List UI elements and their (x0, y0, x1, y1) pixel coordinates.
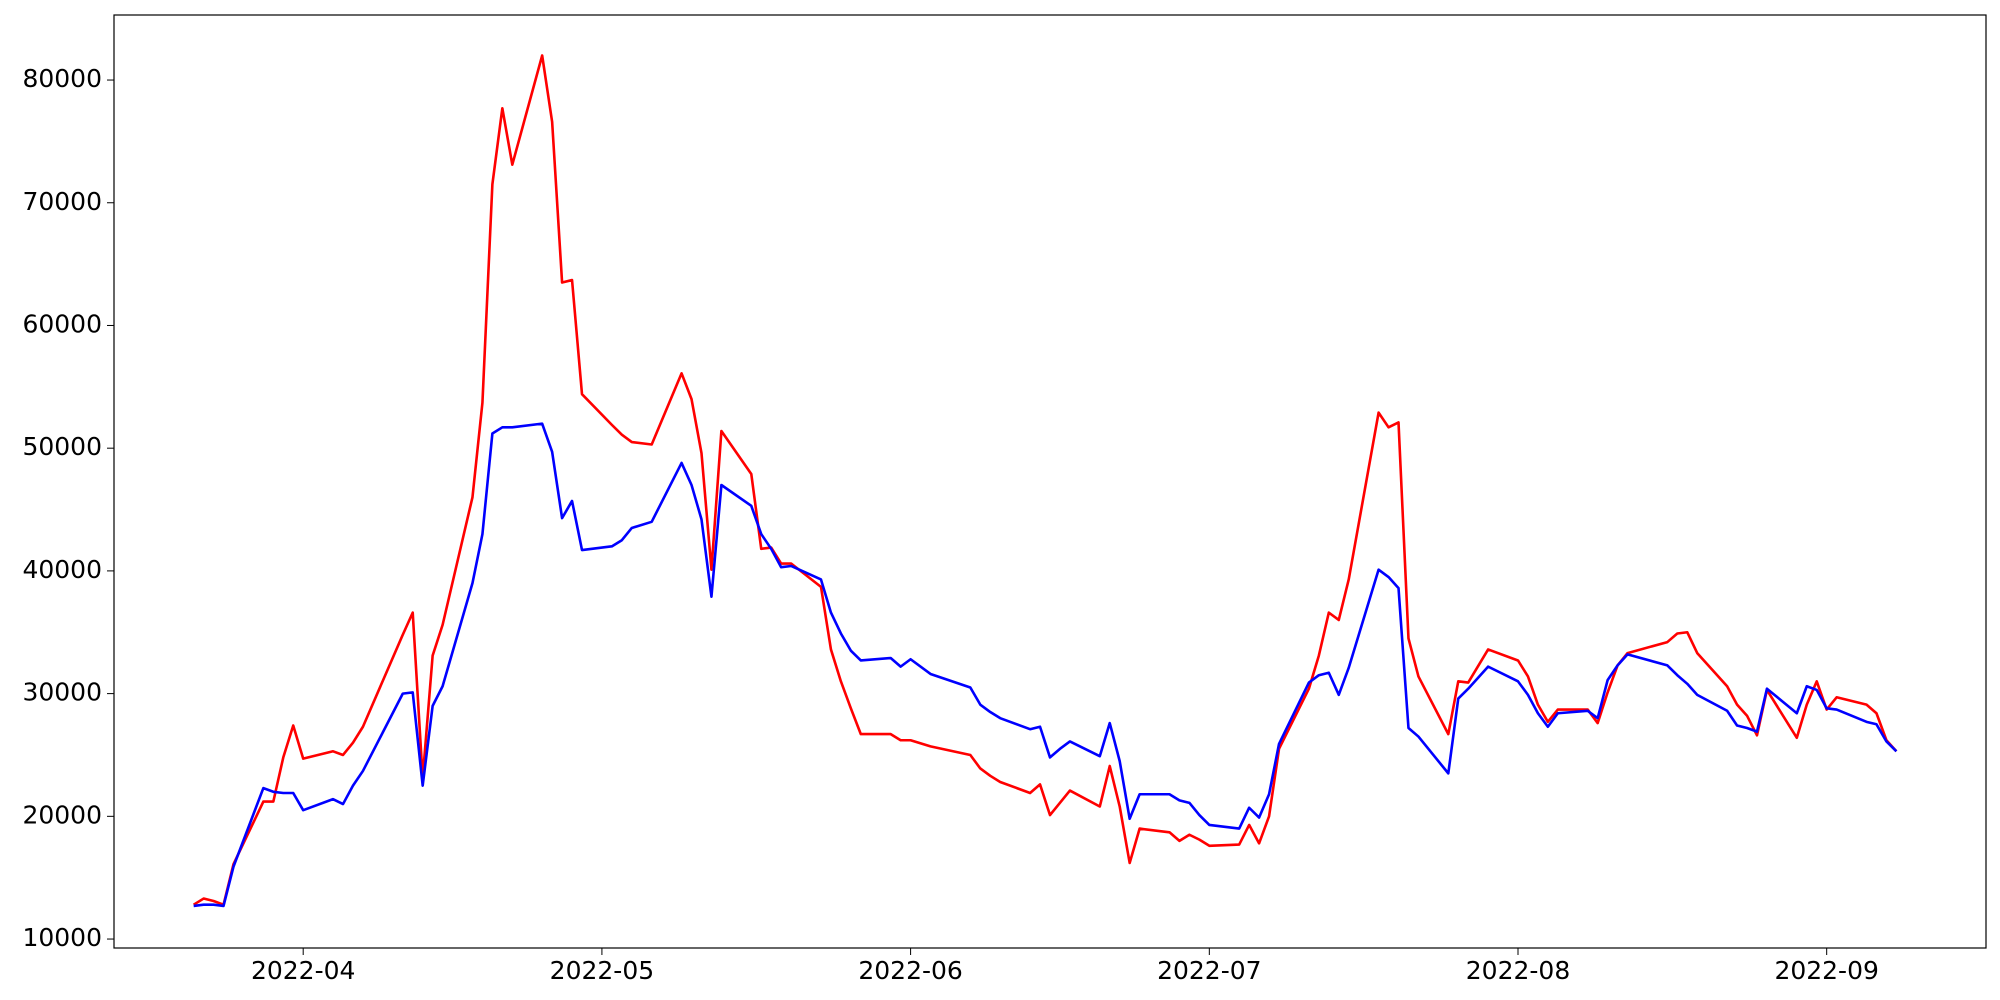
y-tick-label: 80000 (22, 64, 102, 93)
y-tick-label: 10000 (22, 923, 102, 952)
data-line (193, 422, 1898, 908)
x-tick-label: 2022-08 (1466, 956, 1570, 985)
y-tick-label: 60000 (22, 309, 102, 338)
x-tick-label: 2022-06 (858, 956, 962, 985)
y-tick-label: 70000 (22, 187, 102, 216)
x-tick-label: 2022-09 (1774, 956, 1878, 985)
y-tick-label: 30000 (22, 678, 102, 707)
x-tick-label: 2022-05 (550, 956, 654, 985)
x-tick-label: 2022-04 (251, 956, 355, 985)
y-tick-label: 40000 (22, 555, 102, 584)
y-tick-label: 20000 (22, 800, 102, 829)
y-tick-label: 50000 (22, 432, 102, 461)
data-line (192, 54, 1898, 906)
plot-frame (113, 14, 1987, 949)
x-tick-label: 2022-07 (1157, 956, 1261, 985)
